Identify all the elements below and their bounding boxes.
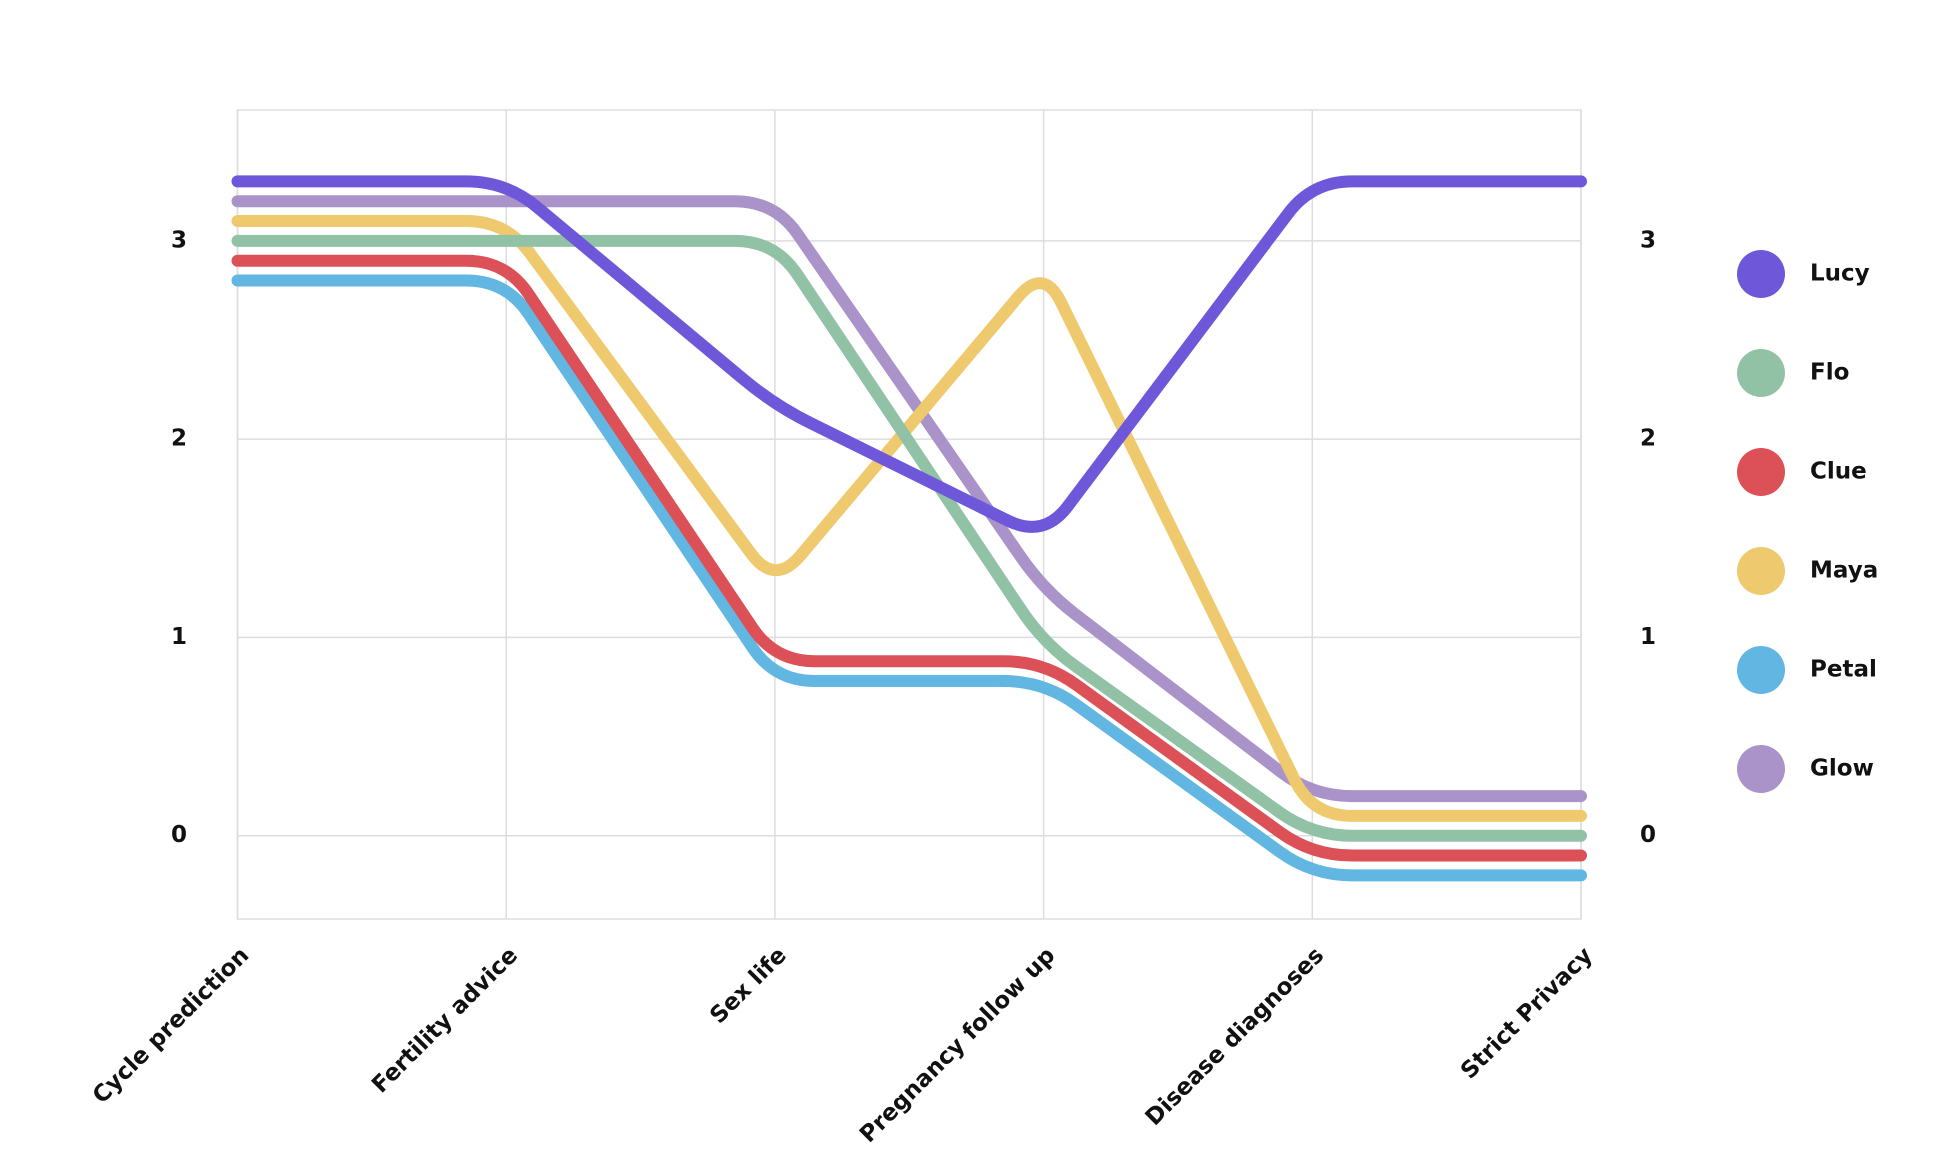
legend-swatch — [1737, 250, 1785, 298]
legend-label: Glow — [1810, 756, 1874, 782]
y-tick-label: 1 — [171, 624, 187, 650]
x-tick-label: Cycle prediction — [88, 942, 254, 1108]
legend-label: Lucy — [1810, 261, 1870, 287]
legend-swatch — [1737, 448, 1785, 496]
series-line — [231, 254, 1587, 862]
y-tick-label-right: 1 — [1640, 624, 1656, 650]
series-line — [231, 234, 1587, 842]
legend-label: Maya — [1810, 558, 1878, 584]
y-tick-label-right: 3 — [1640, 227, 1656, 253]
x-tick-label: Pregnancy follow up — [855, 942, 1061, 1148]
y-tick-label-right: 0 — [1640, 822, 1656, 848]
legend-swatch — [1737, 547, 1785, 595]
x-tick-label: Fertility advice — [367, 942, 523, 1098]
x-tick-label: Disease diagnoses — [1141, 942, 1329, 1130]
series-line — [231, 175, 1587, 533]
y-tick-label: 0 — [171, 822, 187, 848]
y-tick-label: 2 — [171, 426, 187, 452]
legend-swatch — [1737, 349, 1785, 397]
legend-label: Flo — [1810, 360, 1849, 386]
x-tick-label: Sex life — [705, 942, 792, 1029]
series-line — [231, 195, 1587, 803]
legend-swatch — [1737, 646, 1785, 694]
legend-swatch — [1737, 745, 1785, 793]
series-line — [231, 215, 1587, 822]
y-tick-label-right: 2 — [1640, 426, 1656, 452]
y-tick-label: 3 — [171, 227, 187, 253]
series-line — [231, 274, 1587, 882]
legend-label: Petal — [1810, 657, 1877, 683]
legend-label: Clue — [1810, 459, 1867, 485]
x-tick-label: Strict Privacy — [1456, 942, 1598, 1084]
